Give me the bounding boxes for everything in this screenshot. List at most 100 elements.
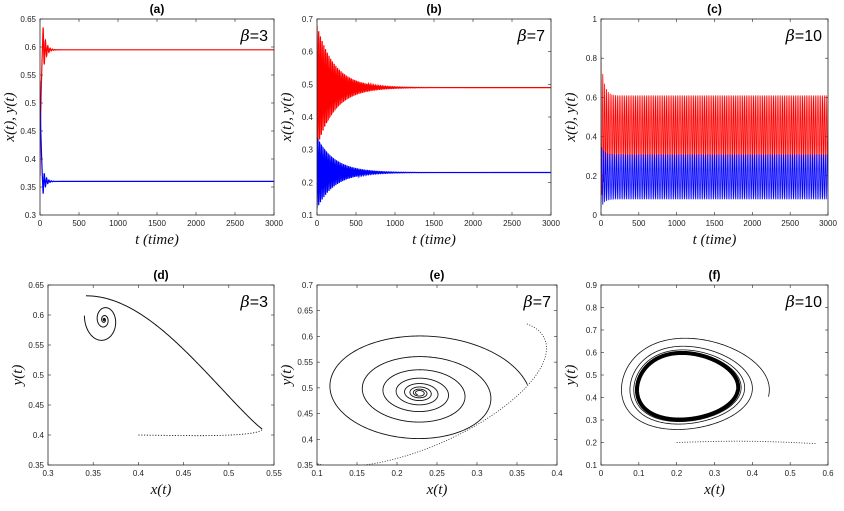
panel-title: (a) (150, 2, 165, 16)
x-tick-label: 500 (72, 219, 86, 228)
x-tick-label: 0 (315, 219, 320, 228)
y-tick-label: 0.8 (586, 54, 598, 63)
plot-area (48, 285, 274, 465)
y-axis-label: y(t) (279, 365, 295, 388)
y-tick-label: 0.4 (586, 394, 598, 403)
x-axis-label: t (time) (693, 232, 737, 248)
x-tick-label: 3000 (265, 219, 283, 228)
y-tick-label: 0.2 (586, 439, 598, 448)
y-tick-label: 0.65 (297, 307, 313, 316)
axes-frame (600, 284, 829, 466)
x-tick-label: 1500 (148, 219, 166, 228)
data-layer (317, 323, 547, 465)
y-axis-label: y(t) (563, 365, 579, 388)
y-tick-label: 0.45 (28, 401, 44, 410)
y-axis-label: x(t), y(t) (2, 92, 18, 142)
x-tick-label: 0.2 (391, 469, 403, 478)
x-axis-label: t (time) (135, 232, 179, 248)
x-tick-label: 0.3 (42, 469, 54, 478)
x-tick-label: 0.4 (747, 469, 759, 478)
y-tick-label: 0.5 (302, 384, 314, 393)
x-tick-label: 2000 (187, 219, 205, 228)
y-tick-label: 0.1 (586, 461, 598, 470)
x-tick-label: 0.5 (223, 469, 235, 478)
x-tick-label: 0.4 (551, 469, 563, 478)
panel-title: (c) (707, 2, 722, 16)
plot-area (317, 19, 551, 215)
x-tick-label: 1000 (386, 219, 404, 228)
y-tick-label: 0.9 (586, 281, 598, 290)
y-axis-label: x(t), y(t) (563, 92, 579, 142)
trajectory-approach (85, 295, 263, 430)
y-tick-label: 0.6 (586, 93, 598, 102)
x-tick-label: 1000 (109, 219, 127, 228)
beta-annotation: β=7 (523, 292, 552, 311)
y-tick-label: 0.7 (302, 281, 314, 290)
x-tick-label: 0.4 (133, 469, 145, 478)
panel-f: 0 0.1 0.2 0.3 0.4 0.5 0.60.10.20.30.40.50.60.7… (563, 268, 834, 498)
beta-annotation: β=3 (240, 26, 269, 45)
panel-d: 0.3 0.35 0.4 0.45 0.5 0.550.350.40.450.50.550… (10, 268, 282, 498)
x-tick-label: 0.35 (509, 469, 525, 478)
y-tick-label: 0.4 (302, 435, 314, 444)
x-tick-label: 0.3 (471, 469, 483, 478)
y-tick-label: 0.3 (302, 146, 314, 155)
x-axis-label: x(t) (150, 482, 172, 498)
data-layer (601, 56, 828, 210)
limit-cycle (635, 350, 741, 422)
x-tick-label: 1000 (668, 219, 686, 228)
x-tick-label: 0 (38, 219, 43, 228)
x-tick-label: 0.55 (266, 469, 282, 478)
x-tick-label: 0.2 (671, 469, 683, 478)
y-tick-label: 0.5 (302, 80, 314, 89)
y-tick-label: 0.1 (302, 211, 314, 220)
x-tick-label: 0.35 (85, 469, 101, 478)
y-tick-label: 0.6 (33, 311, 45, 320)
y-tick-label: 0.65 (20, 15, 36, 24)
y-tick-label: 0.2 (302, 178, 314, 187)
axes-frame (600, 18, 829, 216)
y-tick-label: 0.6 (302, 48, 314, 57)
panel-c: 0 500 1000 1500 2000 2500 3000 0 0.2 0.4 0.6 0.8 1 (c… (563, 2, 837, 248)
x-tick-label: 500 (349, 219, 363, 228)
x-tick-label: 0.1 (311, 469, 323, 478)
x-tick-label: 3000 (542, 219, 560, 228)
trajectory-initial (138, 428, 263, 437)
data-layer (83, 295, 263, 437)
trajectory-spiral (83, 307, 117, 341)
x-axis-label: t (time) (412, 232, 456, 248)
y-tick-label: 0.65 (28, 281, 44, 290)
y-tick-label: 0 (593, 211, 598, 220)
y-tick-label: 0.4 (25, 155, 37, 164)
y-tick-label: 0.7 (586, 326, 598, 335)
y-tick-label: 0.5 (33, 371, 45, 380)
y-tick-label: 0.5 (586, 371, 598, 380)
x-tick-label: 2500 (781, 219, 799, 228)
axes-frame (316, 284, 558, 466)
x-axis-label: x(t) (426, 482, 448, 498)
y-tick-label: 0.4 (302, 113, 314, 122)
x-tick-label: 0.5 (785, 469, 797, 478)
plot-area (40, 19, 274, 215)
y-tick-label: 0.55 (28, 341, 44, 350)
trajectory-spiral (329, 335, 528, 440)
panel-e: 0.1 0.15 0.2 0.25 0.3 0.35 0.4 0.35 0.4 0.45 0.5 0.… (279, 268, 563, 498)
panel-title: (e) (430, 268, 445, 282)
y-tick-label: 0.35 (20, 183, 36, 192)
y-tick-label: 0.2 (586, 172, 598, 181)
beta-annotation: β=7 (517, 26, 546, 45)
y-tick-label: 0.5 (25, 99, 37, 108)
y-tick-label: 0.55 (20, 71, 36, 80)
x-tick-label: 0.15 (349, 469, 365, 478)
x-tick-label: 1500 (425, 219, 443, 228)
y-tick-label: 1 (593, 15, 598, 24)
y-axis-label: x(t), y(t) (279, 92, 295, 142)
x-tick-label: 0.25 (429, 469, 445, 478)
panel-title: (b) (426, 2, 441, 16)
y-tick-label: 0.45 (297, 410, 313, 419)
axes-frame (316, 18, 552, 216)
x-tick-label: 0.45 (176, 469, 192, 478)
trajectory-initial (317, 323, 547, 465)
series-y-line (601, 146, 828, 210)
beta-annotation: β=3 (240, 292, 269, 311)
